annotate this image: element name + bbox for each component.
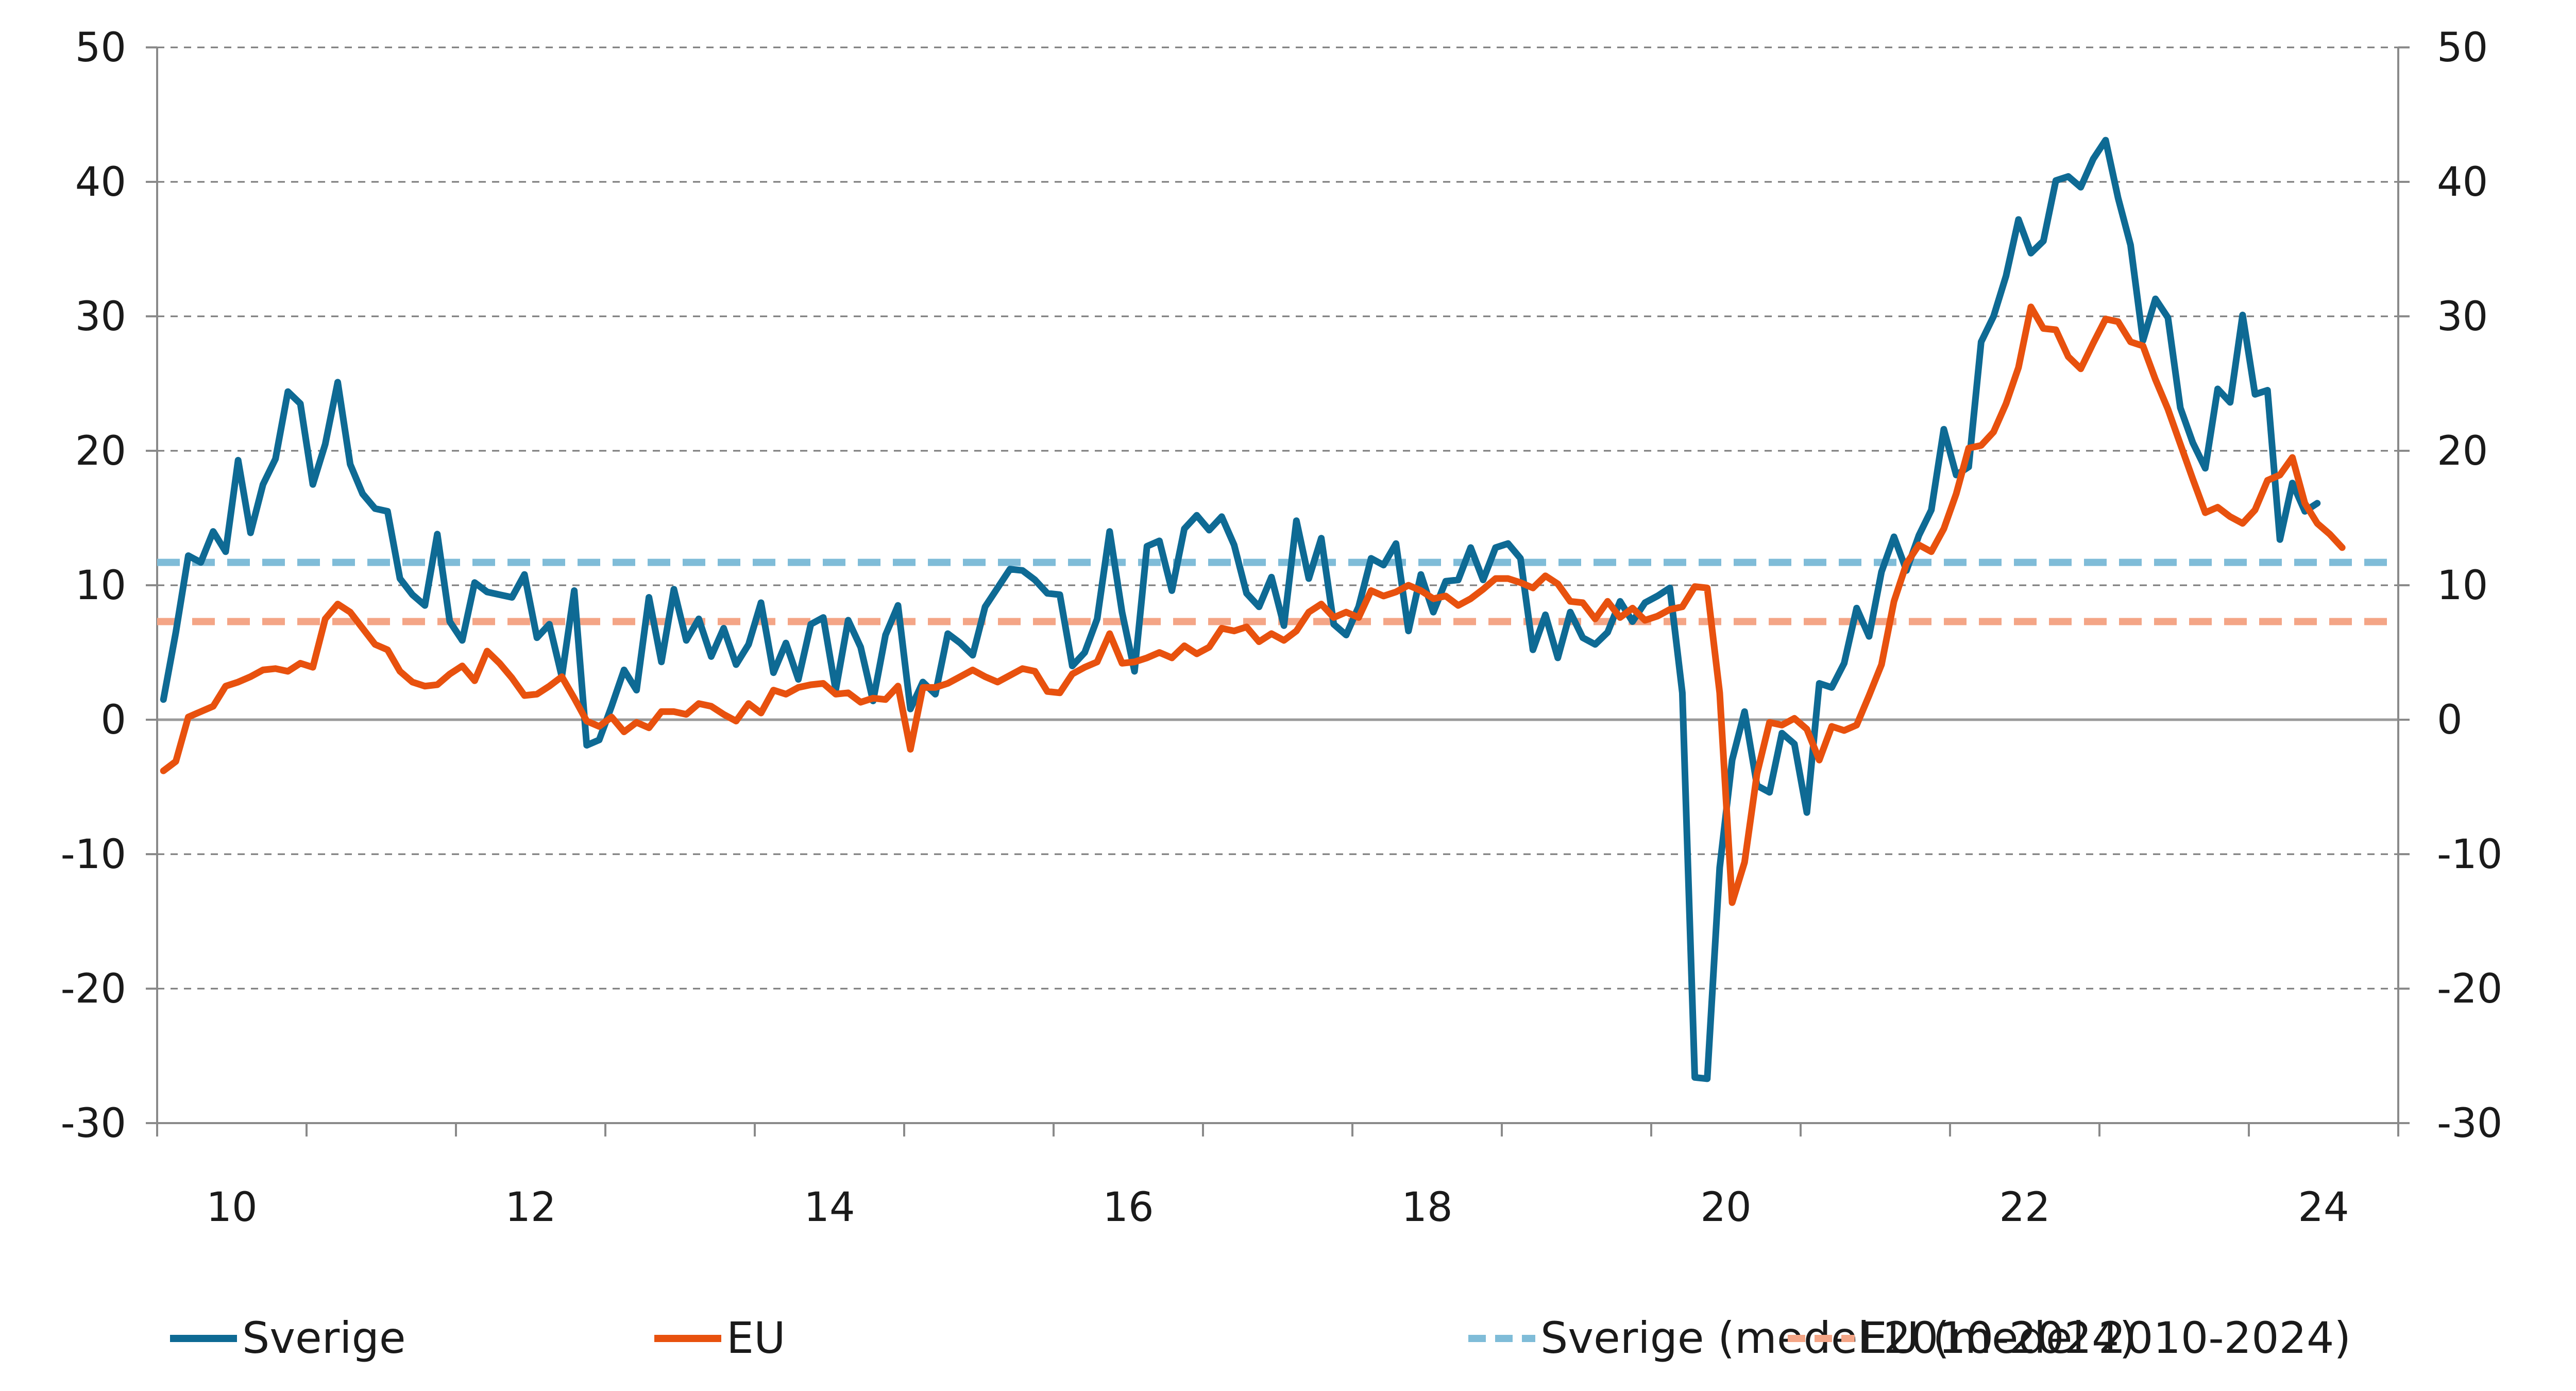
x-tick-label: 12 xyxy=(505,1184,556,1231)
y-tick-label: 40 xyxy=(75,159,126,206)
y-tick-label: -10 xyxy=(61,832,126,878)
y2-tick-label: -20 xyxy=(2437,966,2502,1012)
x-tick-label: 22 xyxy=(1999,1184,2050,1231)
x-tick-label: 14 xyxy=(804,1184,855,1231)
y2-tick-label: -10 xyxy=(2437,832,2502,878)
y2-tick-label: 20 xyxy=(2437,428,2488,474)
x-tick-label: 18 xyxy=(1401,1184,1452,1231)
y-tick-label: 10 xyxy=(75,563,126,609)
y2-tick-label: -30 xyxy=(2437,1100,2502,1147)
x-tick-label: 10 xyxy=(206,1184,257,1231)
legend-label: EU (medel 2010-2024) xyxy=(1860,1313,2351,1363)
y2-tick-label: 40 xyxy=(2437,159,2488,206)
series-line xyxy=(160,137,2321,1082)
legend-label: EU xyxy=(726,1313,786,1363)
axes: 50 50 40 40 30 30 20 20 10 10 0 0 -10 -10 -20 -20 -30 -30… xyxy=(61,25,2503,1231)
legend-label: Sverige xyxy=(242,1313,406,1363)
series-line xyxy=(160,303,2346,906)
x-tick-label: 24 xyxy=(2298,1184,2349,1231)
legend-label: Sverige (medel 2010-2024) xyxy=(1540,1313,2136,1363)
y-tick-label: 30 xyxy=(75,294,126,340)
y-tick-label: 0 xyxy=(100,697,126,743)
series-lines xyxy=(157,137,2398,1082)
legend: Sverige EU Sverige (medel 2010-2024)EU (me… xyxy=(170,1313,2351,1363)
x-tick-label: 16 xyxy=(1103,1184,1154,1231)
gridlines xyxy=(157,46,2398,990)
y-tick-label: -30 xyxy=(61,1100,126,1147)
y2-tick-label: 10 xyxy=(2437,563,2488,609)
y-tick-label: 20 xyxy=(75,428,126,474)
x-tick-label: 20 xyxy=(1700,1184,1751,1231)
y2-tick-label: 30 xyxy=(2437,294,2488,340)
y2-tick-label: 0 xyxy=(2437,697,2463,743)
y2-tick-label: 50 xyxy=(2437,25,2488,71)
y-tick-label: 50 xyxy=(75,25,126,71)
y-tick-label: -20 xyxy=(61,966,126,1012)
